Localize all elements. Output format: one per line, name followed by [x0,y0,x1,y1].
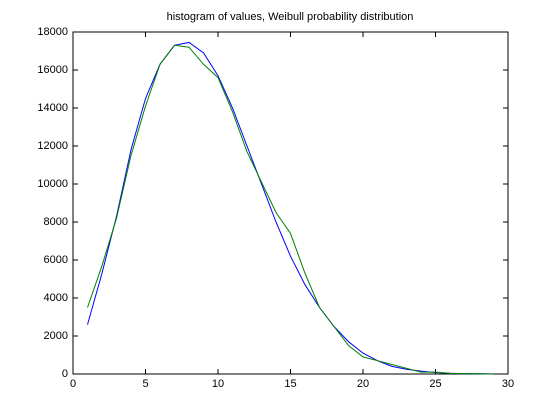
chart-title: histogram of values, Weibull probability… [167,11,414,23]
x-tick-label: 20 [357,378,369,390]
x-tick-label: 25 [429,378,441,390]
y-tick-label: 12000 [37,140,68,152]
x-tick-label: 30 [502,378,514,390]
series-line [87,41,494,375]
y-tick-label: 10000 [37,178,68,190]
plot-area [72,31,509,375]
x-tick-label: 0 [70,378,76,390]
x-tick-label: 5 [142,378,148,390]
x-tick-label: 10 [212,378,224,390]
y-tick-label: 18000 [37,26,68,38]
y-tick-label: 14000 [37,102,68,114]
x-tick-label: 15 [284,378,296,390]
series-line [87,44,494,375]
y-tick-label: 0 [62,368,68,380]
y-tick-label: 6000 [44,254,68,266]
y-tick-label: 16000 [37,64,68,76]
y-tick-label: 2000 [44,330,68,342]
y-tick-label: 8000 [44,216,68,228]
y-tick-label: 4000 [44,292,68,304]
